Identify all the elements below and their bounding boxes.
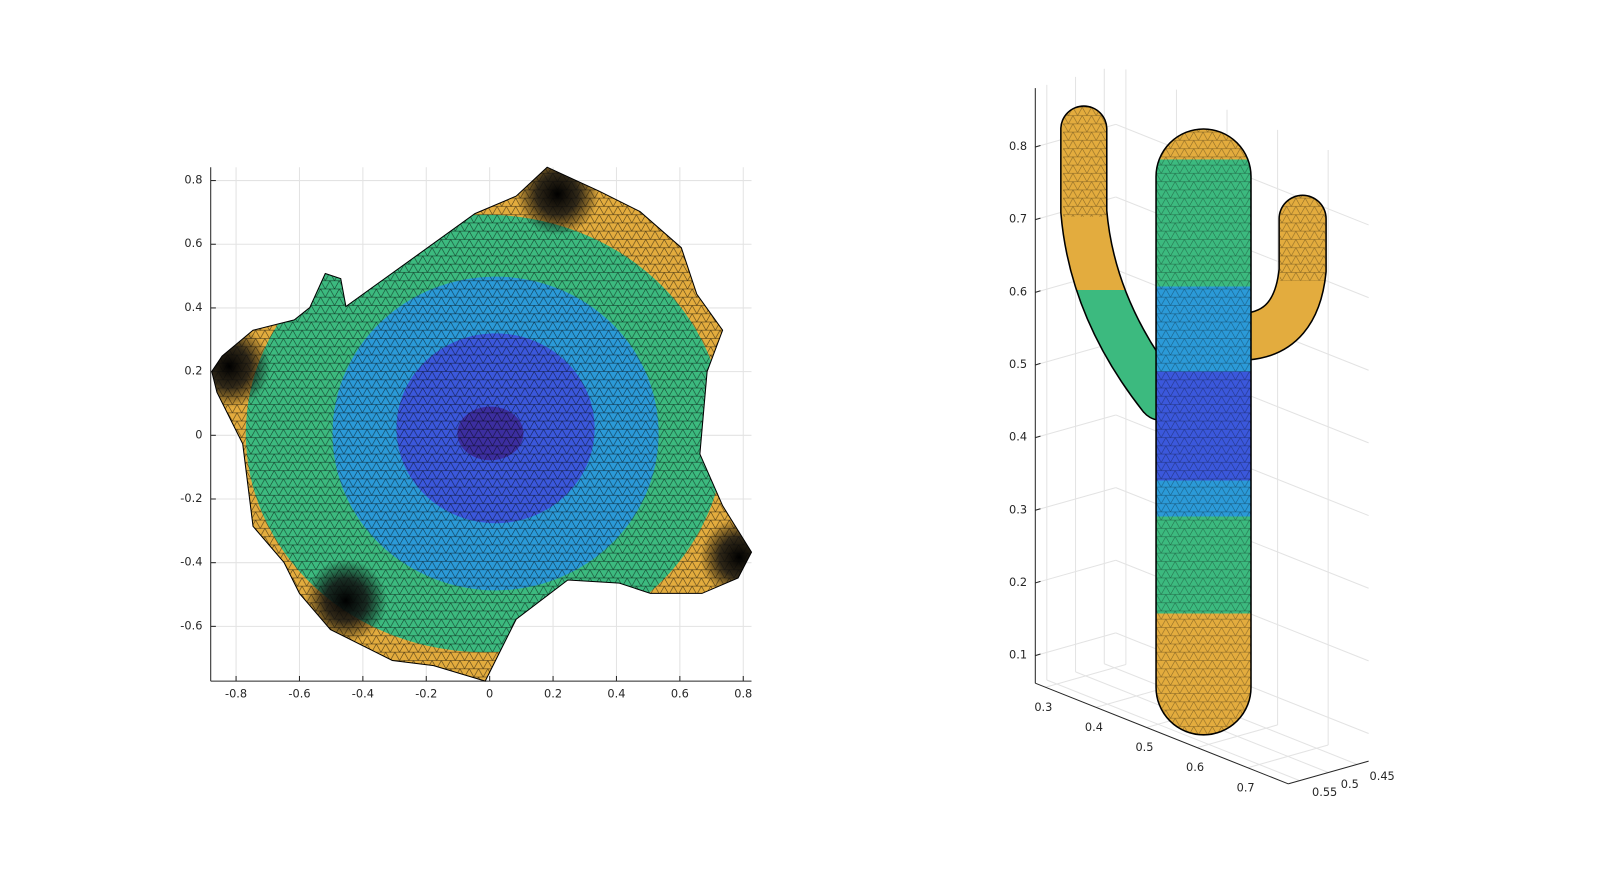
grid-line	[1046, 679, 1300, 782]
x-tick-label: 0.4	[1085, 720, 1103, 734]
x-tick-label: -0.4	[352, 687, 374, 701]
flat-mesh	[211, 166, 753, 682]
y-axis	[1288, 760, 1369, 785]
z-tick	[1035, 217, 1041, 221]
z-tick	[1035, 580, 1041, 584]
y-tick-label: 0.4	[184, 300, 202, 314]
y-tick-label: 0.55	[1312, 785, 1337, 799]
x-tick-label: -0.2	[415, 687, 437, 701]
y-tick-label: 0.5	[1341, 777, 1359, 791]
y-tick-label: 0	[195, 427, 202, 441]
x-tick-label: 0.3	[1034, 700, 1052, 714]
z-tick-label: 0.2	[1009, 575, 1027, 589]
plot-3d: 0.1 0.2 0.3 0.4 0.5 0.6 0.7 0.8 0.3 0.4 0.5 0.6 0.7 0…	[1009, 68, 1395, 799]
z-tick	[1035, 435, 1041, 439]
x-tick-label: 0.6	[671, 687, 689, 701]
x-tick-label: 0.7	[1237, 780, 1255, 794]
z-tick-label: 0.6	[1009, 284, 1027, 298]
y-tick-label: -0.4	[180, 555, 202, 569]
z-tick-label: 0.4	[1009, 430, 1027, 444]
z-tick	[1035, 653, 1041, 657]
z-tick	[1035, 144, 1041, 148]
y-tick-label: 0.6	[184, 236, 202, 250]
x-tick-label: 0.5	[1135, 740, 1153, 754]
z-tick	[1035, 508, 1041, 511]
x-tick-label: -0.8	[225, 687, 247, 701]
z-tick-label: 0.5	[1009, 357, 1027, 371]
y-tick-label: -0.6	[180, 618, 202, 632]
z-tick-label: 0.3	[1009, 502, 1027, 516]
y-tick-label: -0.2	[180, 491, 202, 505]
y-tick-label: 0.2	[184, 364, 202, 378]
x-axis	[1035, 682, 1289, 785]
cactus-mesh	[1060, 105, 1327, 736]
z-tick	[1035, 362, 1041, 366]
y-tick-label: 0.45	[1370, 769, 1395, 783]
y-tick-label: 0.8	[184, 173, 202, 187]
x-tick-label: 0.4	[607, 687, 625, 701]
z-tick-label: 0.1	[1009, 648, 1027, 662]
x-tick-label: 0.6	[1186, 760, 1204, 774]
x-tick-label: 0.8	[734, 687, 752, 701]
x-tick-label: 0	[486, 687, 493, 701]
z-tick-label: 0.7	[1009, 212, 1027, 226]
z-tick	[1035, 290, 1041, 293]
x-tick-label: 0.2	[544, 687, 562, 701]
z-tick-label: 0.8	[1009, 139, 1027, 153]
x-tick-label: -0.6	[288, 687, 310, 701]
